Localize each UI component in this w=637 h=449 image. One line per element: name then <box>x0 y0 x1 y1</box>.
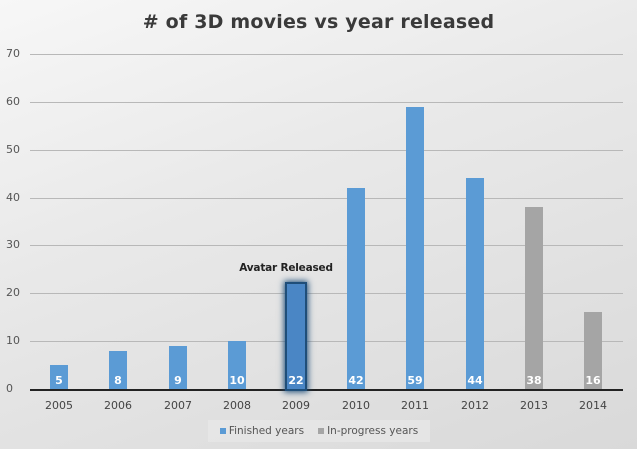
bar-value-label: 5 <box>55 374 63 387</box>
legend: Finished years In-progress years <box>208 420 430 442</box>
y-tick-label: 30 <box>6 238 20 251</box>
bar-2008: 10 <box>228 341 246 389</box>
bar-2011: 59 <box>406 107 424 389</box>
bar-value-label: 44 <box>467 374 483 387</box>
bar-value-label: 9 <box>174 374 182 387</box>
bar-2014: 16 <box>584 312 602 389</box>
gridline <box>30 341 623 342</box>
y-tick-label: 70 <box>6 47 20 60</box>
bar-value-label: 10 <box>229 374 245 387</box>
x-tick-label: 2007 <box>164 399 192 412</box>
bar-2010: 42 <box>347 188 365 389</box>
legend-label-in-progress: In-progress years <box>327 425 419 437</box>
x-tick-label: 2013 <box>520 399 548 412</box>
legend-swatch-in-progress <box>318 428 325 434</box>
gridline <box>30 198 623 199</box>
legend-swatch-finished <box>219 428 226 434</box>
y-tick-label: 40 <box>6 191 20 204</box>
x-tick-label: 2006 <box>104 399 132 412</box>
gridline <box>30 245 623 246</box>
legend-item-in-progress: In-progress years <box>318 425 418 437</box>
chart-title: # of 3D movies vs year released <box>142 11 495 33</box>
bar-2012: 44 <box>466 178 484 389</box>
bar-2007: 9 <box>169 346 187 389</box>
legend-item-finished: Finished years <box>219 425 305 437</box>
gridline <box>30 102 623 103</box>
bar-value-label: 22 <box>288 374 304 387</box>
bar-2005: 5 <box>50 365 68 389</box>
bar-value-label: 59 <box>407 374 423 387</box>
y-tick-label: 50 <box>6 143 20 156</box>
bar-2013: 38 <box>525 207 543 389</box>
x-tick-label: 2008 <box>223 399 251 412</box>
y-tick-label: 20 <box>6 286 20 299</box>
y-tick-label: 60 <box>6 95 20 108</box>
legend-label-finished: Finished years <box>228 425 305 437</box>
x-tick-label: 2005 <box>45 399 73 412</box>
gridline <box>30 54 623 55</box>
y-tick-label: 0 <box>6 382 13 395</box>
x-tick-label: 2012 <box>461 399 489 412</box>
x-tick-label: 2011 <box>401 399 429 412</box>
bar-value-label: 16 <box>585 374 601 387</box>
bar-value-label: 38 <box>526 374 542 387</box>
bar-value-label: 8 <box>114 374 122 387</box>
gridline <box>30 293 623 294</box>
x-tick-label: 2009 <box>282 399 310 412</box>
avatar-annotation: Avatar Released <box>239 262 333 274</box>
bar-value-label: 42 <box>348 374 364 387</box>
y-tick-label: 10 <box>6 334 20 347</box>
x-tick-label: 2010 <box>342 399 370 412</box>
bar-2006: 8 <box>109 351 127 389</box>
bar-2009: 22 <box>287 284 305 389</box>
x-tick-label: 2014 <box>579 399 607 412</box>
gridline <box>30 150 623 151</box>
x-axis-line <box>30 389 623 391</box>
